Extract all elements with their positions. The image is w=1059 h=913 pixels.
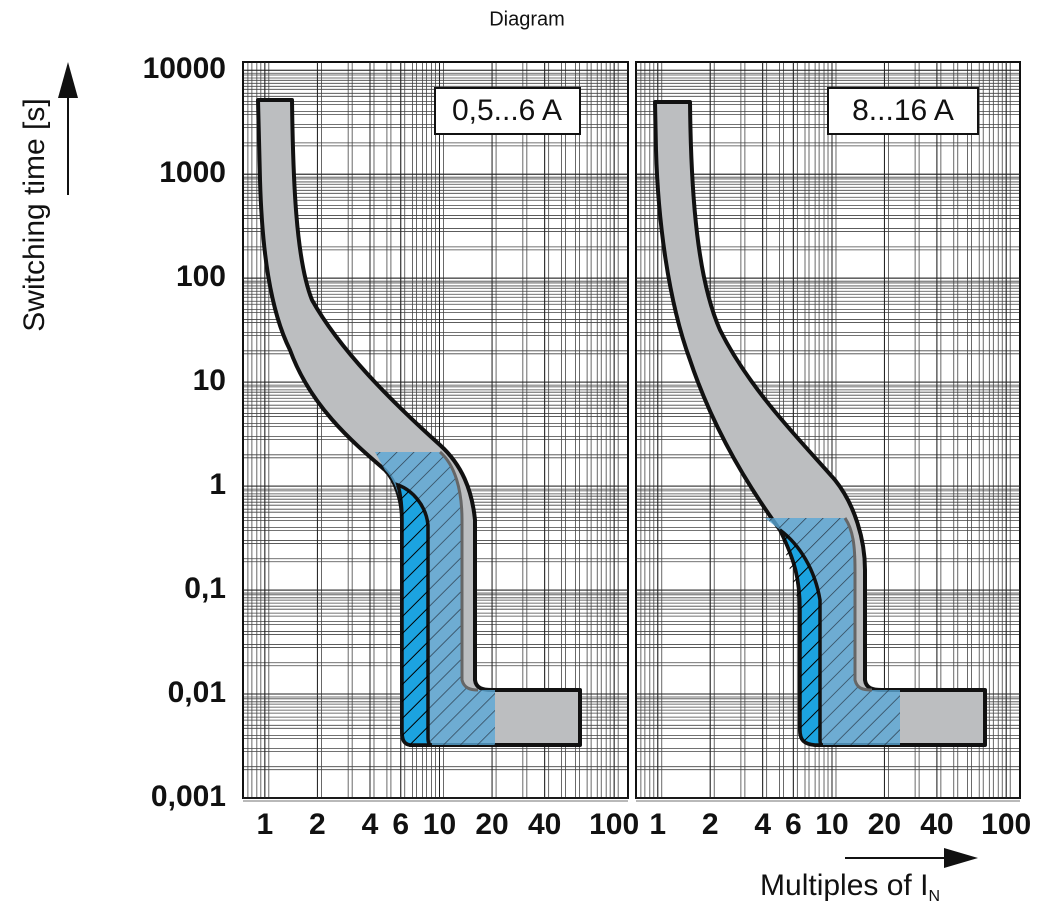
x-axis-label: Multiples of IN xyxy=(760,869,940,905)
x-tick-label: 10 xyxy=(423,808,456,841)
y-tick-label: 0,01 xyxy=(168,676,226,709)
x-tick-label: 2 xyxy=(309,808,326,841)
y-tick-label: 1 xyxy=(209,468,226,501)
chart-title: Diagram xyxy=(489,8,565,30)
x-tick-label: 100 xyxy=(981,808,1031,841)
x-tick-label: 20 xyxy=(475,808,508,841)
panel-label: 8...16 A xyxy=(852,94,954,127)
x-tick-label: 6 xyxy=(392,808,409,841)
x-tick-label: 1 xyxy=(256,808,273,841)
bands-left: 0,5...6 A xyxy=(256,87,582,747)
x-tick-label: 40 xyxy=(528,808,561,841)
y-tick-label: 0,001 xyxy=(151,780,226,813)
x-axis-label-sub: N xyxy=(928,888,940,905)
bands-right: 8...16 A xyxy=(653,87,987,747)
band-blue xyxy=(780,530,820,745)
x-tick-label: 6 xyxy=(785,808,802,841)
y-tick-label: 1000 xyxy=(159,156,226,189)
band-blue xyxy=(398,485,428,745)
x-tick-label: 4 xyxy=(754,808,771,841)
y-tick-label: 10 xyxy=(193,364,226,397)
x-tick-label: 100 xyxy=(589,808,639,841)
x-tick-label: 2 xyxy=(702,808,719,841)
x-tick-label: 4 xyxy=(362,808,379,841)
x-arrow-head xyxy=(944,848,978,868)
y-tick-label: 0,1 xyxy=(184,572,226,605)
x-axis-label-main: Multiples of I xyxy=(760,869,928,902)
panel-label-box xyxy=(827,87,979,135)
y-tick-label: 100 xyxy=(176,260,226,293)
curve xyxy=(438,450,479,692)
y-axis-label: Switching time [s] xyxy=(18,98,51,331)
x-tick-label: 10 xyxy=(815,808,848,841)
panel-label: 0,5...6 A xyxy=(452,94,562,127)
panel-label-box xyxy=(434,87,581,135)
y-arrow-head xyxy=(58,62,78,98)
x-tick-label: 20 xyxy=(868,808,901,841)
x-tick-label: 40 xyxy=(920,808,953,841)
curve xyxy=(843,517,873,692)
x-tick-label: 1 xyxy=(649,808,666,841)
y-tick-label: 10000 xyxy=(143,52,226,85)
